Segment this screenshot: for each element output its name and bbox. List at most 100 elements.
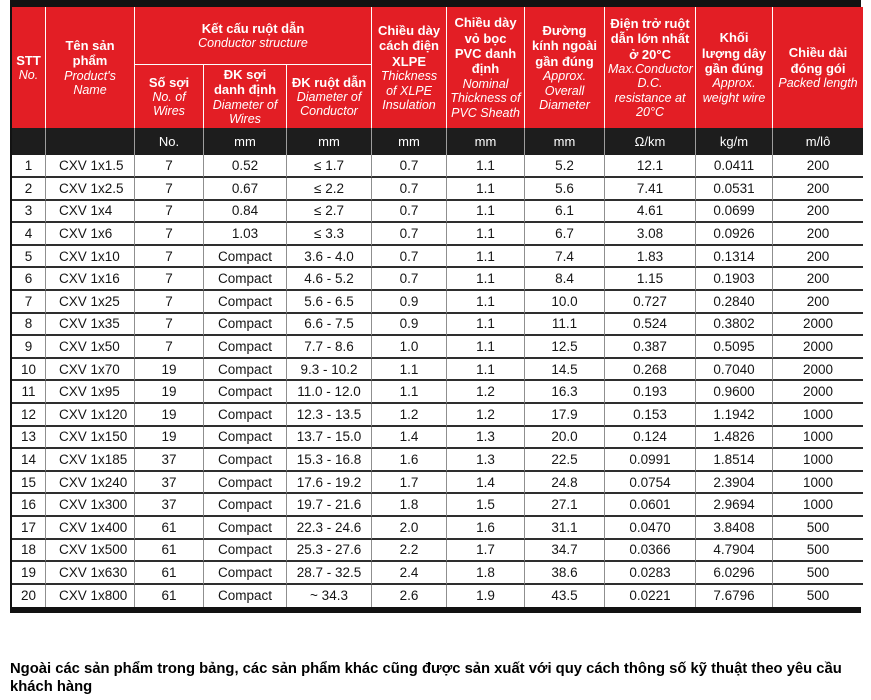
header-number-of-wires-en: No. of Wires xyxy=(152,89,186,119)
value-cell: 0.5095 xyxy=(696,336,774,359)
value-cell: 0.7040 xyxy=(696,358,774,382)
footer-note: Ngoài các sản phẩm trong bảng, các sản p… xyxy=(10,661,866,700)
header-number-of-wires: Số sợi No. of Wires xyxy=(135,65,204,129)
value-cell: ≤ 2.2 xyxy=(287,178,373,201)
value-cell: 12.5 xyxy=(525,336,606,359)
header-approx-weight-en: Approx. weight wire xyxy=(702,76,766,105)
table-row: 20 CXV 1x800 61 Compact ~ 34.3 2.6 1.9 43.5 0.02… xyxy=(12,584,864,608)
row-number-cell: 20 xyxy=(12,584,46,608)
value-cell: 0.9600 xyxy=(696,381,774,404)
unit-cell: mm xyxy=(204,128,287,156)
value-cell: 0.9 xyxy=(372,313,448,337)
table-row: 11 CXV 1x95 19 Compact 11.0 - 12.0 1.1 1.2 16.3… xyxy=(12,381,864,404)
value-cell: 0.7 xyxy=(372,178,448,201)
header-overall-diameter: Đường kính ngoài gần đúng Approx. Overal… xyxy=(525,7,606,129)
value-cell: 2.9694 xyxy=(696,494,774,517)
value-cell: 1.9 xyxy=(447,584,526,608)
value-cell: 2.6 xyxy=(372,584,448,608)
header-wire-diameter-vi: ĐK sợi danh định xyxy=(213,67,277,98)
value-cell: 0.7 xyxy=(372,200,448,224)
table-row: 4 CXV 1x6 7 1.03 ≤ 3.3 0.7 1.1 6.7 3.08 0.0926 200 xyxy=(12,223,864,246)
value-cell: 1.7 xyxy=(447,539,526,563)
value-cell: 200 xyxy=(773,178,864,201)
product-name-cell: CXV 1x95 xyxy=(46,381,135,404)
header-stt: STT No. xyxy=(12,7,46,129)
product-name-cell: CXV 1x35 xyxy=(46,313,135,337)
value-cell: 7 xyxy=(135,290,204,314)
row-number-cell: 12 xyxy=(12,403,46,427)
value-cell: Compact xyxy=(204,381,287,404)
value-cell: ~ 34.3 xyxy=(287,584,373,608)
row-number-cell: 11 xyxy=(12,381,46,404)
table-row: 8 CXV 1x35 7 Compact 6.6 - 7.5 0.9 1.1 11.1 0.52… xyxy=(12,313,864,337)
value-cell: 0.0699 xyxy=(696,200,774,224)
value-cell: 31.1 xyxy=(525,516,606,540)
value-cell: 16.3 xyxy=(525,381,606,404)
value-cell: 37 xyxy=(135,471,204,495)
value-cell: 1.15 xyxy=(605,268,697,291)
header-approx-weight: Khối lượng dây gần đúng Approx. weight w… xyxy=(696,7,774,129)
value-cell: 61 xyxy=(135,539,204,563)
row-number-cell: 10 xyxy=(12,358,46,382)
value-cell: 1.2 xyxy=(447,381,526,404)
value-cell: 7 xyxy=(135,268,204,291)
unit-cell xyxy=(46,128,135,156)
unit-cell: No. xyxy=(135,128,204,156)
value-cell: 1.5 xyxy=(447,494,526,517)
value-cell: 0.0221 xyxy=(605,584,697,608)
value-cell: 1000 xyxy=(773,494,864,517)
unit-cell: kg/m xyxy=(696,128,774,156)
row-number-cell: 13 xyxy=(12,426,46,450)
row-number-cell: 3 xyxy=(12,200,46,224)
value-cell: ≤ 1.7 xyxy=(287,155,373,178)
value-cell: 7.7 - 8.6 xyxy=(287,336,373,359)
header-pvc-thickness-en: Nominal Thickness of PVC Sheath xyxy=(450,76,521,120)
value-cell: 1000 xyxy=(773,403,864,427)
value-cell: 1.0 xyxy=(372,336,448,359)
value-cell: 1.83 xyxy=(605,245,697,269)
value-cell: 7.41 xyxy=(605,178,697,201)
value-cell: 19 xyxy=(135,403,204,427)
value-cell: 2.0 xyxy=(372,516,448,540)
value-cell: 2000 xyxy=(773,313,864,337)
header-conductor-diameter-vi: ĐK ruột dẫn xyxy=(291,74,367,90)
table-row: 2 CXV 1x2.5 7 0.67 ≤ 2.2 0.7 1.1 5.6 7.41 0.0531 2… xyxy=(12,178,864,201)
value-cell: 8.4 xyxy=(525,268,606,291)
product-name-cell: CXV 1x800 xyxy=(46,584,135,608)
value-cell: 1.1 xyxy=(447,245,526,269)
table-row: 16 CXV 1x300 37 Compact 19.7 - 21.6 1.8 1.5 27.… xyxy=(12,494,864,517)
value-cell: 0.0470 xyxy=(605,516,697,540)
value-cell: 500 xyxy=(773,562,864,585)
value-cell: 61 xyxy=(135,516,204,540)
unit-cell: mm xyxy=(287,128,373,156)
table-row: 7 CXV 1x25 7 Compact 5.6 - 6.5 0.9 1.1 10.0 0.72… xyxy=(12,290,864,314)
value-cell: Compact xyxy=(204,449,287,472)
value-cell: Compact xyxy=(204,494,287,517)
product-name-cell: CXV 1x2.5 xyxy=(46,178,135,201)
value-cell: 0.0754 xyxy=(605,471,697,495)
product-name-cell: CXV 1x630 xyxy=(46,562,135,585)
value-cell: Compact xyxy=(204,290,287,314)
value-cell: 1.1 xyxy=(447,336,526,359)
units-row: No. mm mm mm mm mm Ω/km kg/m m/lô xyxy=(12,128,864,156)
table-body: 1 CXV 1x1.5 7 0.52 ≤ 1.7 0.7 1.1 5.2 12.1 0.0411 2… xyxy=(12,155,864,608)
value-cell: 19 xyxy=(135,381,204,404)
value-cell: Compact xyxy=(204,268,287,291)
value-cell: Compact xyxy=(204,471,287,495)
header-conductor-structure-vi: Kết cấu ruột dẫn xyxy=(201,20,305,36)
value-cell: 34.7 xyxy=(525,539,606,563)
product-name-cell: CXV 1x25 xyxy=(46,290,135,314)
value-cell: 1.4826 xyxy=(696,426,774,450)
value-cell: 2000 xyxy=(773,336,864,359)
value-cell: 19.7 - 21.6 xyxy=(287,494,373,517)
value-cell: 0.9 xyxy=(372,290,448,314)
header-dc-resistance-en: Max.Conductor D.C. resistance at 20°C xyxy=(608,61,693,120)
product-name-cell: CXV 1x240 xyxy=(46,471,135,495)
row-number-cell: 2 xyxy=(12,178,46,201)
value-cell: 0.1903 xyxy=(696,268,774,291)
product-name-cell: CXV 1x120 xyxy=(46,403,135,427)
value-cell: 12.3 - 13.5 xyxy=(287,403,373,427)
value-cell: 0.0991 xyxy=(605,449,697,472)
value-cell: 11.1 xyxy=(525,313,606,337)
value-cell: 0.3802 xyxy=(696,313,774,337)
